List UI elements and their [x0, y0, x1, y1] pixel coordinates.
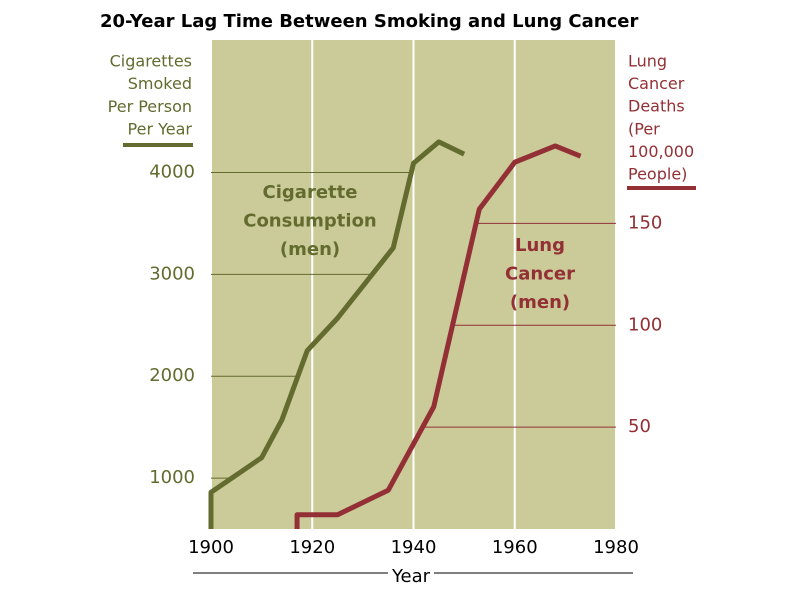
y-axis-label: Smoked — [128, 74, 192, 93]
annotation: Lung — [515, 235, 565, 256]
y2-axis-label: Cancer — [628, 74, 685, 93]
y-tick-label: 4000 — [149, 161, 195, 182]
chart-title: 20-Year Lag Time Between Smoking and Lun… — [100, 11, 638, 32]
annotation: Cigarette — [263, 182, 358, 203]
y2-axis-label: Deaths — [628, 97, 685, 116]
x-axis-label: Year — [391, 566, 431, 587]
x-tick-label: 1980 — [593, 537, 639, 558]
y2-tick-label: 100 — [628, 314, 662, 335]
y-axis-label: Per Person — [108, 97, 192, 116]
y2-axis-label: People) — [628, 165, 687, 184]
annotation: (men) — [510, 292, 570, 313]
data-line — [294, 143, 582, 529]
y2-tick-label: 150 — [628, 212, 662, 233]
data-line — [208, 139, 466, 529]
y-axis-label: Per Year — [128, 120, 193, 139]
x-tick-label: 1940 — [391, 537, 437, 558]
y-tick-label: 2000 — [149, 365, 195, 386]
y-tick-label: 3000 — [149, 263, 195, 284]
annotation: (men) — [280, 239, 340, 260]
y2-axis-label: (Per — [628, 119, 660, 138]
y2-tick-label: 50 — [628, 416, 651, 437]
y-tick-label: 1000 — [149, 467, 195, 488]
x-tick-label: 1920 — [289, 537, 335, 558]
y-axis-label: Cigarettes — [110, 52, 192, 71]
annotation: Consumption — [243, 211, 377, 232]
annotation: Cancer — [505, 264, 575, 285]
x-tick-label: 1960 — [492, 537, 538, 558]
y2-axis-label: 100,000 — [628, 142, 694, 161]
y2-axis-label: Lung — [628, 52, 667, 71]
x-tick-label: 1900 — [188, 537, 234, 558]
